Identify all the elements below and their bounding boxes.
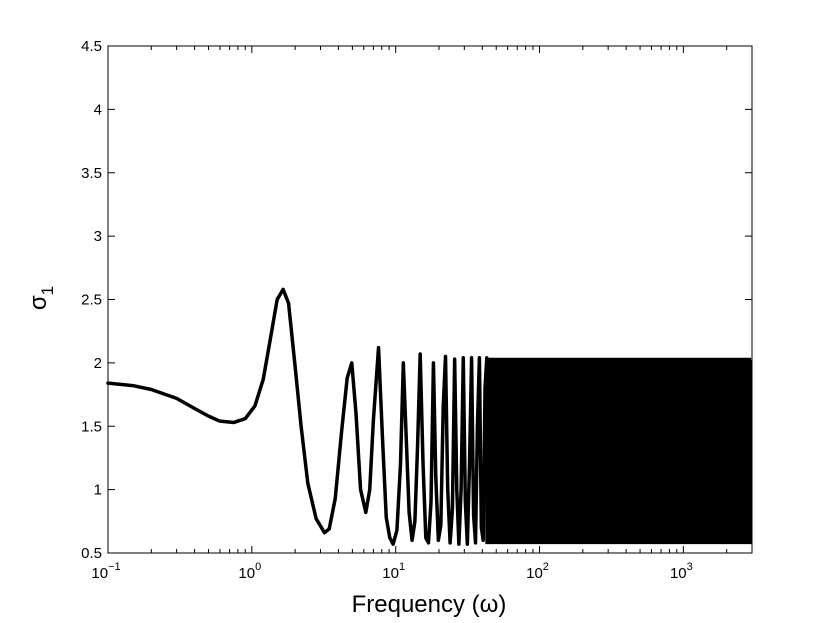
- x-tick-label: 100: [238, 561, 261, 582]
- x-axis-ticks: 10−1 100 101 102 103: [91, 46, 753, 582]
- y-axis-label: σ1: [25, 286, 57, 310]
- y-tick-label: 3.5: [81, 165, 102, 182]
- x-tick-label-exponent: 2: [543, 561, 549, 573]
- x-tick-label-base: 10: [382, 565, 399, 582]
- y-tick-label: 2.5: [81, 292, 102, 309]
- x-tick-label-base: 10: [670, 565, 687, 582]
- x-tick-label-exponent: 1: [399, 561, 405, 573]
- y-tick-label: 3: [94, 228, 102, 245]
- y-tick-label: 2: [94, 355, 102, 372]
- dense-oscillation-fill: [504, 359, 752, 543]
- x-tick-label-exponent: −1: [108, 561, 121, 573]
- x-tick-label-base: 10: [91, 565, 108, 582]
- plot-area: [106, 45, 753, 554]
- y-axis-label-symbol: σ: [25, 295, 52, 310]
- x-tick-label-exponent: 3: [687, 561, 693, 573]
- y-axis-ticks: 0.5 1 1.5 2 2.5 3 3.5 4 4.5: [81, 38, 752, 562]
- x-tick-label: 102: [526, 561, 549, 582]
- x-tick-label: 10−1: [91, 561, 120, 582]
- y-tick-label: 4.5: [81, 38, 102, 55]
- x-tick-label: 103: [670, 561, 693, 582]
- x-tick-label-base: 10: [238, 565, 255, 582]
- x-axis-label: Frequency (ω): [352, 591, 507, 618]
- y-axis-label-subscript: 1: [38, 286, 57, 295]
- series-line: [106, 287, 489, 546]
- y-tick-label: 1.5: [81, 418, 102, 435]
- dense-oscillation-layer: [485, 357, 753, 545]
- x-tick-label: 101: [382, 561, 405, 582]
- x-tick-label-exponent: 0: [255, 561, 261, 573]
- y-tick-label: 4: [94, 101, 102, 118]
- y-tick-label: 1: [94, 482, 102, 499]
- y-tick-label: 0.5: [81, 545, 102, 562]
- x-tick-label-base: 10: [526, 565, 543, 582]
